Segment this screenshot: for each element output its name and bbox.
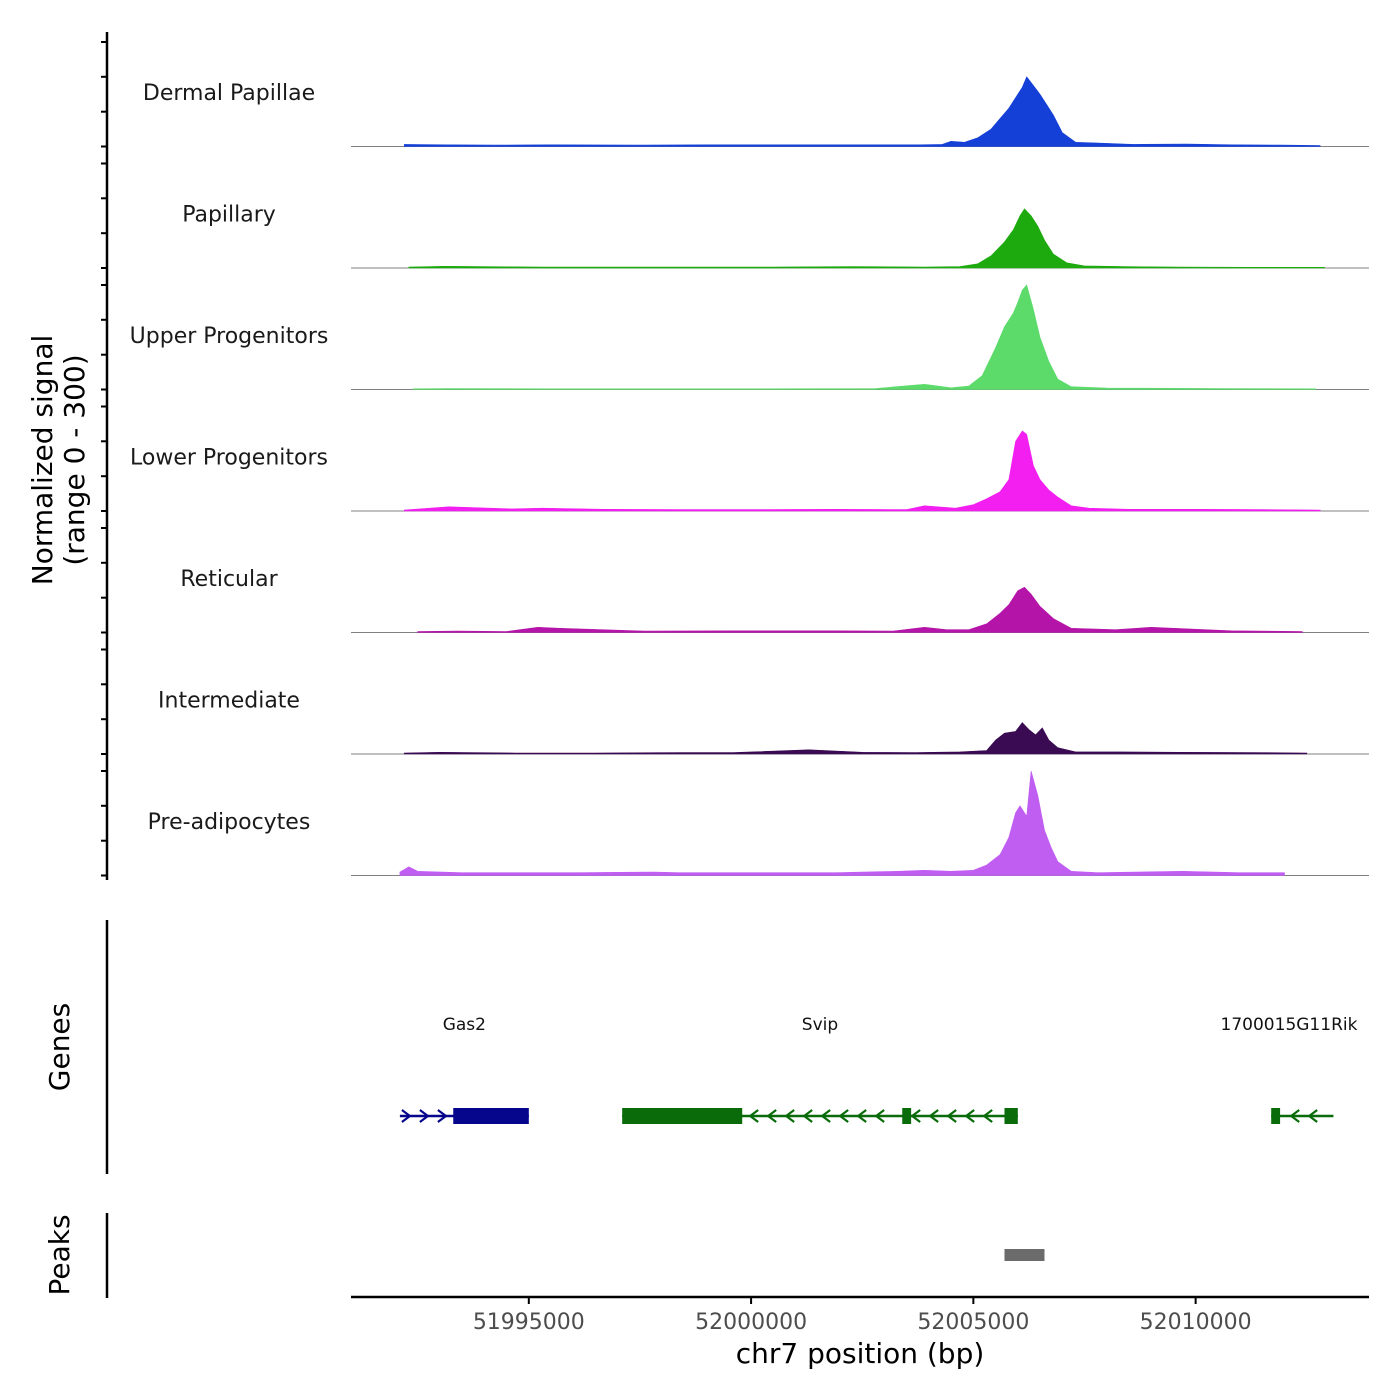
gene-exon xyxy=(902,1108,912,1124)
strand-chevron xyxy=(820,1109,831,1123)
strand-chevron xyxy=(784,1109,795,1123)
signal-area xyxy=(404,722,1308,755)
track-label: Intermediate xyxy=(158,689,300,714)
strand-chevron xyxy=(802,1109,813,1123)
x-tick-label: 52010000 xyxy=(1140,1310,1252,1335)
strand-chevron xyxy=(401,1109,412,1123)
x-axis: 51995000 52000000 52005000 52010000 chr7 po… xyxy=(351,1295,1369,1370)
signal-area xyxy=(412,284,1316,390)
strand-chevron xyxy=(437,1109,448,1123)
strand-chevron xyxy=(1289,1109,1300,1123)
gene-exon xyxy=(453,1108,529,1124)
gene-exon xyxy=(622,1108,743,1124)
y-axis-title-line1: Normalized signal xyxy=(26,335,59,586)
gene-label: 1700015G11Rik xyxy=(1221,1015,1358,1035)
track-papillary: Papillary xyxy=(182,203,1369,269)
gene-label: Gas2 xyxy=(443,1015,486,1035)
signal-y-ticks xyxy=(101,41,107,877)
track-label: Dermal Papillae xyxy=(143,81,315,106)
x-ticks: 51995000 52000000 52005000 52010000 xyxy=(473,1297,1252,1335)
gene-svip: Svip xyxy=(622,1015,1018,1124)
genes-layer: Gas2 Svip 1700015G11Rik xyxy=(399,1015,1358,1124)
peaks-panel: Peaks xyxy=(43,1213,1045,1298)
track-reticular: Reticular xyxy=(180,567,1369,633)
strand-chevron xyxy=(766,1109,777,1123)
signal-area xyxy=(417,586,1303,633)
peak-region xyxy=(1004,1249,1045,1261)
peaks-panel-title: Peaks xyxy=(43,1214,76,1295)
strand-chevron xyxy=(874,1109,885,1123)
track-pre-adipocytes: Pre-adipocytes xyxy=(148,770,1369,876)
signal-area xyxy=(408,208,1325,269)
x-tick-label: 51995000 xyxy=(473,1310,585,1335)
track-label: Upper Progenitors xyxy=(130,324,329,349)
strand-chevron xyxy=(946,1109,957,1123)
strand-chevron xyxy=(964,1109,975,1123)
gene-label: Svip xyxy=(802,1015,838,1035)
strand-chevron xyxy=(928,1109,939,1123)
track-label: Reticular xyxy=(180,567,278,592)
x-axis-title: chr7 position (bp) xyxy=(736,1337,985,1370)
track-label: Pre-adipocytes xyxy=(148,810,311,835)
signal-panel: Dermal Papillae Papillary Upper Progenitor… xyxy=(26,32,1369,880)
strand-chevron xyxy=(910,1109,921,1123)
gene-exon xyxy=(1004,1108,1018,1124)
signal-area xyxy=(399,770,1285,876)
strand-chevron xyxy=(982,1109,993,1123)
track-lower-progenitors: Lower Progenitors xyxy=(130,430,1369,512)
track-dermal-papillae: Dermal Papillae xyxy=(143,76,1369,147)
track-label: Lower Progenitors xyxy=(130,446,328,471)
tracks-layer: Dermal Papillae Papillary Upper Progenitor… xyxy=(130,76,1369,876)
signal-area xyxy=(404,76,1321,147)
strand-chevron xyxy=(838,1109,849,1123)
track-upper-progenitors: Upper Progenitors xyxy=(130,284,1369,390)
strand-chevron xyxy=(1307,1109,1318,1123)
x-tick-label: 52005000 xyxy=(917,1310,1029,1335)
peaks-layer xyxy=(1004,1249,1045,1261)
strand-chevron xyxy=(856,1109,867,1123)
x-tick-label: 52000000 xyxy=(695,1310,807,1335)
strand-chevron xyxy=(748,1109,759,1123)
genes-panel: Genes Gas2 Svip 1700015G11Rik xyxy=(43,920,1358,1174)
genes-panel-title: Genes xyxy=(43,1003,76,1091)
track-label: Papillary xyxy=(182,203,276,228)
signal-area xyxy=(404,430,1321,512)
y-axis-title-line2: (range 0 - 300) xyxy=(58,354,91,565)
gene-1700015g11rik: 1700015G11Rik xyxy=(1221,1015,1358,1124)
track-intermediate: Intermediate xyxy=(158,689,1369,755)
gene-gas2: Gas2 xyxy=(399,1015,529,1124)
gene-exon xyxy=(1271,1108,1281,1124)
strand-chevron xyxy=(419,1109,430,1123)
